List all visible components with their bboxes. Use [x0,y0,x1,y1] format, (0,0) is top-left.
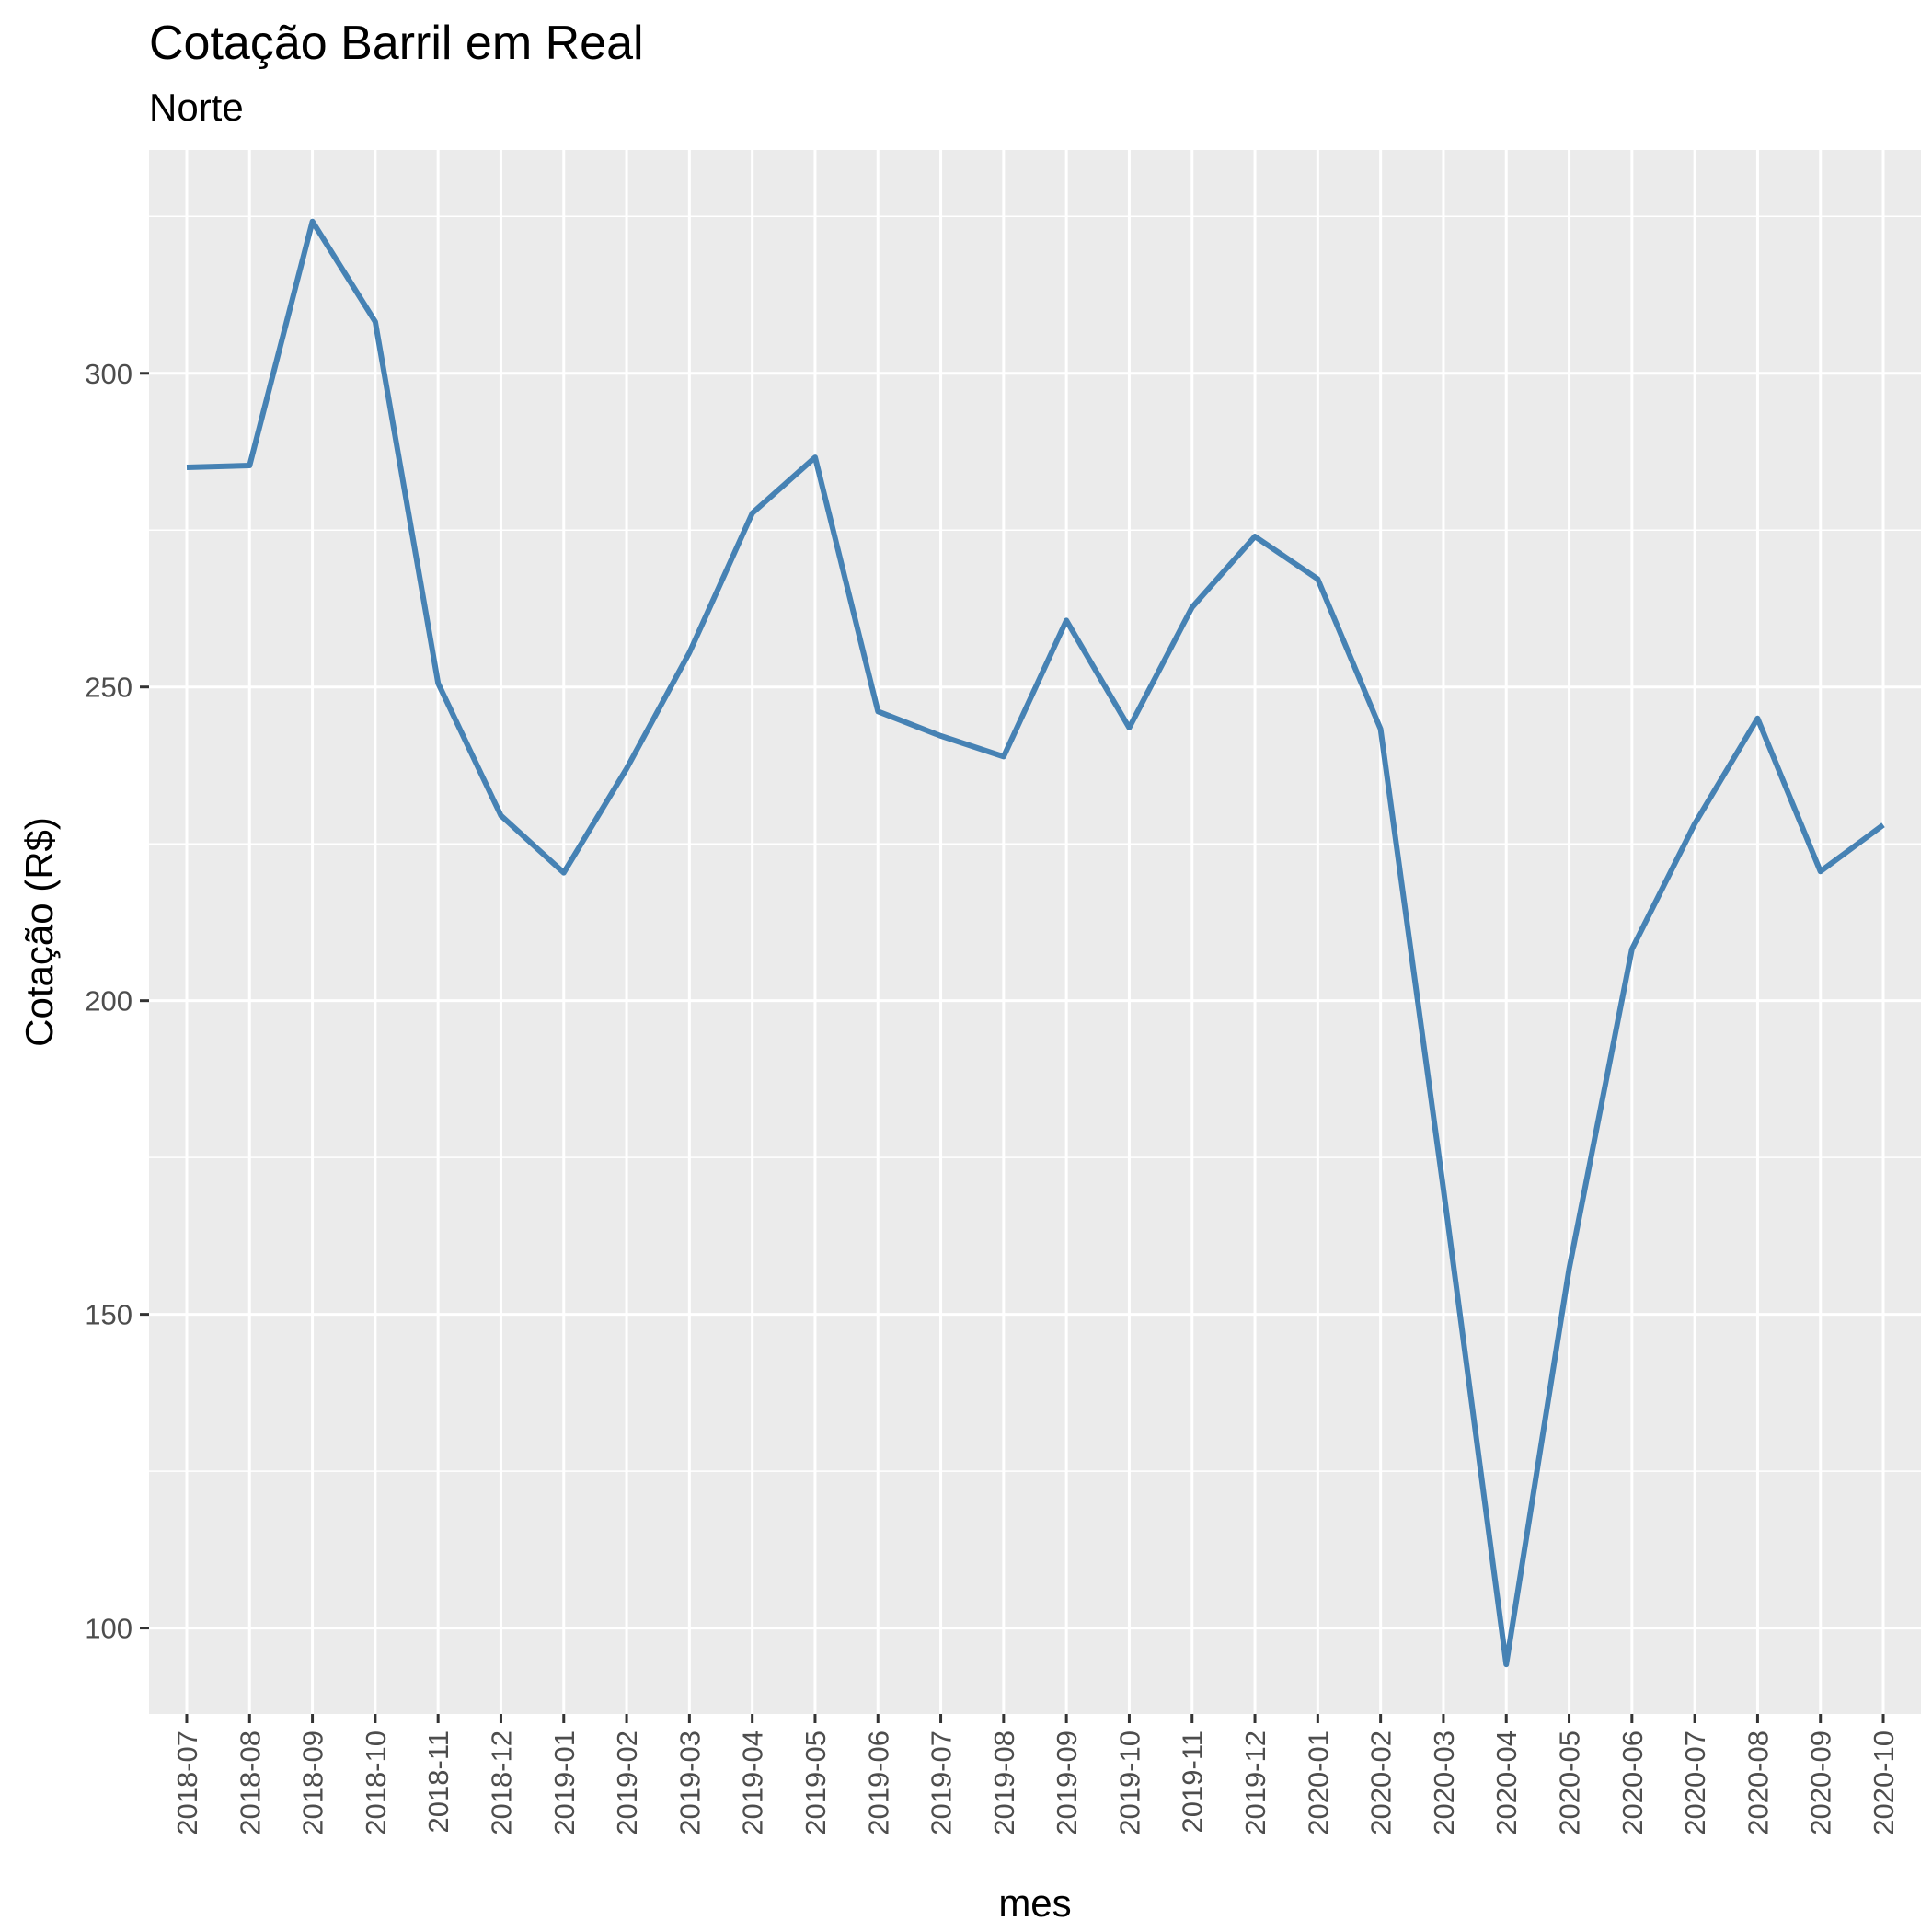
x-tick-label: 2019-11 [1177,1731,1209,1833]
y-axis-title: Cotação (R$) [17,817,61,1047]
minor-gridlines [149,215,1921,1472]
x-tick-label: 2020-05 [1554,1731,1586,1835]
y-tick-label: 150 [85,1299,132,1331]
x-tick-label: 2019-12 [1239,1731,1271,1835]
x-tick-label: 2020-08 [1742,1731,1774,1835]
x-tick-label: 2018-11 [422,1731,454,1833]
x-tick-label: 2019-04 [737,1731,769,1835]
x-tick-label: 2019-10 [1113,1731,1145,1835]
plot-panel [149,150,1921,1714]
major-gridlines [149,150,1921,1714]
x-tick-label: 2019-02 [611,1731,643,1835]
x-tick-label: 2019-07 [926,1731,958,1835]
x-tick-label: 2019-06 [862,1731,894,1835]
x-tick-label: 2019-05 [799,1731,832,1835]
y-tick-label: 200 [85,985,132,1018]
x-tick-label: 2020-06 [1616,1731,1649,1835]
x-tick-label: 2018-10 [360,1731,392,1835]
x-tick-label: 2020-01 [1302,1731,1334,1835]
x-tick-label: 2020-04 [1490,1731,1523,1835]
y-tick-label: 250 [85,672,132,704]
x-tick-label: 2018-08 [234,1731,266,1835]
x-tick-label: 2020-03 [1428,1731,1460,1835]
x-axis: 2018-07 2018-08 2018-09 2018-10 2018-11 2018-… [171,1714,1900,1835]
x-tick-label: 2019-09 [1051,1731,1083,1835]
x-tick-label: 2020-07 [1679,1731,1711,1835]
x-tick-label: 2018-07 [171,1731,203,1835]
y-axis: 100 150 200 250 300 [85,358,149,1645]
x-tick-label: 2019-03 [673,1731,706,1835]
chart-title: Cotação Barril em Real [149,17,644,70]
x-tick-label: 2018-09 [297,1731,329,1835]
chart-subtitle: Norte [149,86,244,129]
x-tick-label: 2019-08 [988,1731,1020,1835]
y-tick-label: 100 [85,1613,132,1645]
x-tick-label: 2019-01 [548,1731,581,1835]
x-tick-label: 2018-12 [486,1731,518,1835]
x-axis-title: mes [998,1881,1071,1925]
series-line [186,218,1885,1668]
y-tick-label: 300 [85,358,132,390]
x-tick-label: 2020-09 [1805,1731,1837,1835]
x-tick-label: 2020-02 [1365,1731,1397,1835]
x-tick-label: 2020-10 [1868,1731,1900,1835]
